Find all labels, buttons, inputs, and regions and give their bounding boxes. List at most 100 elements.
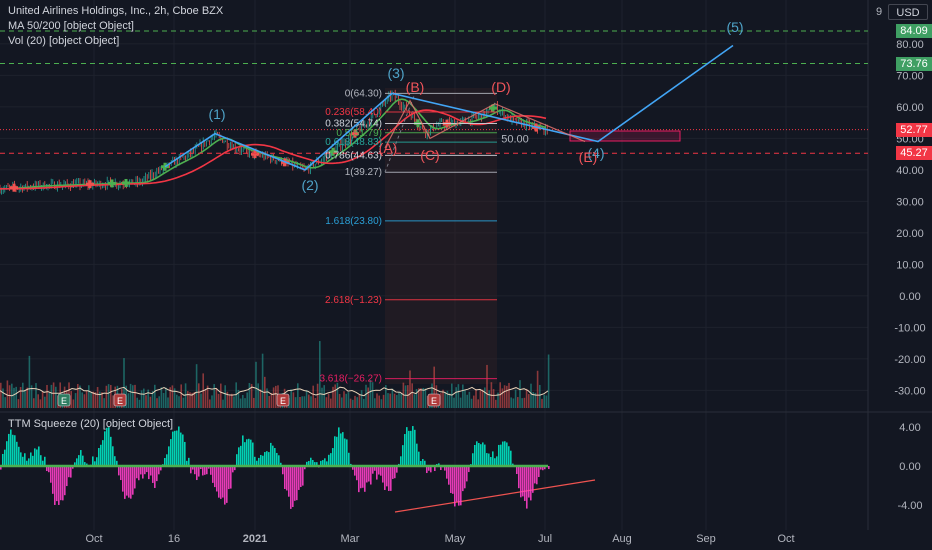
price-tag-3: 45.27 xyxy=(896,146,932,161)
squeeze-bar-146 xyxy=(292,466,294,508)
squeeze-bar-130 xyxy=(260,454,262,466)
squeeze-bar-2 xyxy=(4,449,6,466)
price-tag-2: 52.77 xyxy=(896,122,932,137)
volume-bar-125 xyxy=(275,385,277,408)
squeeze-bar-155 xyxy=(310,457,312,466)
squeeze-bar-122 xyxy=(244,442,246,466)
squeeze-bar-214 xyxy=(428,466,430,471)
squeeze-bar-72 xyxy=(144,466,146,475)
earnings-marker-1: E xyxy=(113,393,127,407)
price-tick-4: 40.00 xyxy=(896,165,924,177)
volume-bar-155 xyxy=(341,397,343,408)
wave-drawing: (1) (2) (3) (4) (5) (A) (B) (C) (D) (E) xyxy=(164,19,744,513)
squeeze-bar-22 xyxy=(44,456,46,466)
squeeze-bar-28 xyxy=(56,466,58,502)
time-tick-4: May xyxy=(445,533,466,545)
wave-label-2: (3) xyxy=(387,65,404,81)
earnings-marker-label: E xyxy=(431,396,437,406)
volume-bar-122 xyxy=(268,396,270,408)
volume-bar-101 xyxy=(222,399,224,408)
squeeze-bar-181 xyxy=(362,466,364,488)
volume-bar-232 xyxy=(510,397,512,408)
squeeze-bar-135 xyxy=(270,442,272,466)
volume-bar-10 xyxy=(22,382,24,408)
fib-label-7: 1.618(23.80) xyxy=(325,216,382,227)
volume-bar-62 xyxy=(136,397,138,408)
squeeze-bar-176 xyxy=(352,466,354,470)
squeeze-bar-269 xyxy=(538,466,540,478)
volume-bar-61 xyxy=(134,384,136,408)
squeeze-bar-133 xyxy=(266,451,268,466)
squeeze-bar-75 xyxy=(150,466,152,476)
volume-bar-170 xyxy=(374,398,376,408)
volume-bar-249 xyxy=(547,354,550,408)
squeeze-bar-162 xyxy=(324,458,326,466)
ttm-squeeze-label[interactable]: TTM Squeeze (20) [object Object] xyxy=(8,418,174,430)
fib-label-1: 0.236(58.40) xyxy=(325,107,382,118)
price-tick-11: -30.00 xyxy=(894,385,925,397)
squeeze-bar-149 xyxy=(298,466,300,490)
volume-bar-180 xyxy=(396,395,398,408)
squeeze-bar-202 xyxy=(404,434,406,466)
squeeze-bar-156 xyxy=(312,459,314,466)
squeeze-bar-69 xyxy=(138,466,140,481)
squeeze-bar-262 xyxy=(524,466,526,501)
volume-bar-237 xyxy=(521,398,523,408)
volume-bar-210 xyxy=(462,384,464,408)
volume-bar-248 xyxy=(545,395,548,408)
volume-bar-226 xyxy=(497,392,499,408)
axis-prefix: 9 xyxy=(876,6,883,18)
ma-indicator-label[interactable]: MA 50/200 [object Object] xyxy=(8,20,134,32)
squeeze-bar-85 xyxy=(170,439,172,466)
volume-indicator-label[interactable]: Vol (20) [object Object] xyxy=(8,35,120,47)
squeeze-bar-91 xyxy=(182,434,184,466)
squeeze-bar-219 xyxy=(438,463,440,466)
volume-bar-18 xyxy=(39,399,42,408)
volume-bar-206 xyxy=(453,397,455,408)
squeeze-bar-150 xyxy=(300,466,302,487)
squeeze-bar-111 xyxy=(222,466,224,498)
squeeze-bar-99 xyxy=(198,466,200,477)
squeeze-bar-50 xyxy=(100,444,102,466)
squeeze-bar-210 xyxy=(420,460,422,466)
squeeze-bar-76 xyxy=(152,466,154,483)
squeeze-bar-27 xyxy=(54,466,56,505)
squeeze-bar-68 xyxy=(136,466,138,479)
squeeze-bar-125 xyxy=(250,439,252,466)
volume-bar-109 xyxy=(239,398,242,408)
squeeze-bar-233 xyxy=(466,466,468,482)
squeeze-bar-88 xyxy=(176,430,178,466)
squeeze-bar-29 xyxy=(58,466,60,505)
squeeze-bar-229 xyxy=(458,466,460,506)
volume-bar-244 xyxy=(536,370,539,408)
volume-bar-105 xyxy=(231,393,233,408)
squeeze-bar-41 xyxy=(82,455,84,466)
volume-bar-233 xyxy=(512,398,515,408)
time-tick-1: 16 xyxy=(168,533,180,545)
volume-bar-0 xyxy=(0,382,2,408)
squeeze-bar-20 xyxy=(40,455,42,466)
squeeze-bar-166 xyxy=(332,448,334,466)
currency-button[interactable]: USD xyxy=(888,4,928,20)
squeeze-bar-38 xyxy=(76,458,78,466)
volume-bar-19 xyxy=(41,391,44,408)
squeeze-bar-236 xyxy=(472,453,474,466)
squeeze-bar-36 xyxy=(72,466,74,469)
squeeze-bar-83 xyxy=(166,454,168,466)
price-tick-9: -10.00 xyxy=(894,322,925,334)
squeeze-bar-263 xyxy=(526,466,528,509)
squeeze-bar-259 xyxy=(518,466,520,489)
time-tick-6: Aug xyxy=(612,533,632,545)
volume-bar-41 xyxy=(90,392,92,408)
squeeze-bar-120 xyxy=(240,445,242,466)
chart-grid xyxy=(0,0,932,530)
squeeze-bar-161 xyxy=(322,460,324,466)
squeeze-bar-191 xyxy=(382,466,384,483)
volume-bar-102 xyxy=(224,385,226,408)
squeeze-bar-7 xyxy=(14,435,16,466)
wave-label-4: (5) xyxy=(726,19,743,35)
squeeze-bar-62 xyxy=(124,466,126,499)
volume-bar-87 xyxy=(191,392,193,408)
volume-bar-50 xyxy=(110,385,112,408)
